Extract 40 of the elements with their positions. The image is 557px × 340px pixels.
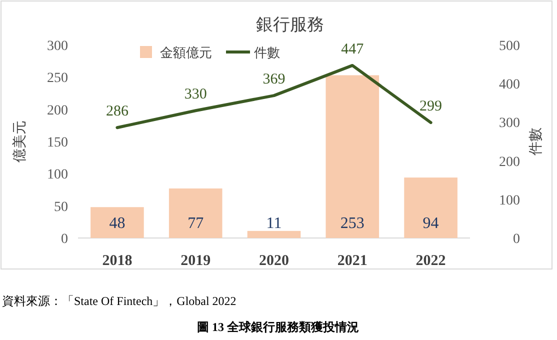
- y-tick-label: 150: [47, 136, 68, 150]
- source-note: 資料來源：「State Of Fintech」，Global 2022: [2, 294, 236, 308]
- caption: 圖 13 全球銀行服務類獲投情況: [197, 320, 359, 334]
- data-label: 447: [341, 41, 364, 58]
- x-tick-label: 2019: [180, 253, 211, 269]
- y-tick-label: 50: [54, 200, 68, 215]
- y-tick-label: 0: [61, 232, 68, 247]
- legend-label: 金額億元: [160, 45, 212, 60]
- data-label: 330: [184, 86, 207, 103]
- y2-tick-label: 100: [499, 193, 520, 208]
- y2-tick-label: 200: [499, 154, 520, 170]
- y-axis-title: 億美元: [12, 120, 28, 162]
- data-label: 286: [106, 104, 129, 120]
- data-label: 369: [262, 72, 286, 88]
- bar: [90, 207, 144, 238]
- legend-label: 件數: [254, 45, 280, 60]
- x-tick-label: 2021: [337, 253, 368, 269]
- y-tick-label: 100: [47, 168, 68, 183]
- y2-tick-label: 500: [499, 39, 520, 54]
- data-label: 253: [340, 215, 364, 232]
- bar: [404, 178, 458, 238]
- data-label: 94: [422, 215, 439, 232]
- bar: [247, 230, 301, 238]
- bar: [326, 75, 380, 238]
- data-label: 48: [109, 215, 126, 232]
- x-tick-label: 2018: [102, 253, 132, 269]
- y2-axis-title: 件數: [528, 128, 544, 156]
- y2-tick-label: 0: [513, 232, 520, 247]
- y-tick-label: 200: [47, 103, 68, 118]
- y2-tick-label: 300: [499, 116, 520, 132]
- y2-tick-label: 400: [499, 78, 520, 93]
- data-label: 77: [188, 215, 204, 232]
- x-tick-label: 2022: [416, 253, 446, 269]
- data-label: 299: [420, 98, 442, 115]
- x-tick-label: 2020: [259, 253, 289, 269]
- bar: [168, 188, 222, 238]
- data-label: 11: [266, 215, 282, 232]
- chart-title: 銀行服務: [256, 15, 324, 34]
- y-tick-label: 300: [47, 39, 68, 54]
- y-tick-label: 250: [47, 71, 68, 86]
